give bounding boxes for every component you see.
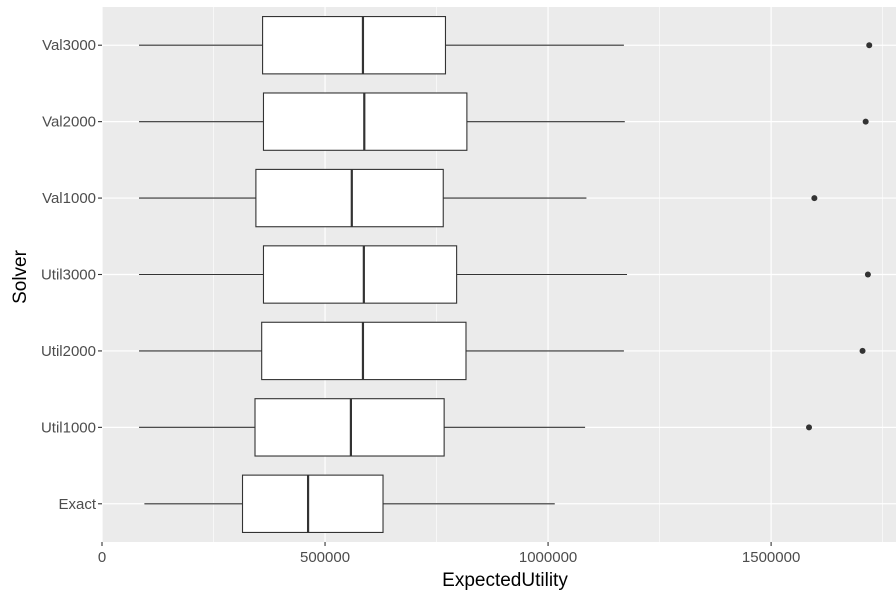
box-iqr bbox=[254, 398, 445, 457]
outlier-point bbox=[806, 424, 813, 431]
x-tick-label: 1500000 bbox=[742, 549, 800, 566]
x-axis: 0 500000 1000000 1500000 bbox=[98, 542, 800, 566]
y-tick-label: Util3000 bbox=[41, 267, 96, 284]
y-tick-label: Util1000 bbox=[41, 419, 96, 436]
x-tick-label: 1000000 bbox=[519, 549, 577, 566]
outlier-point bbox=[864, 271, 871, 278]
outlier-point bbox=[811, 195, 818, 202]
boxes bbox=[139, 16, 873, 533]
y-axis-title: Solver bbox=[10, 249, 31, 304]
box-iqr bbox=[262, 245, 458, 304]
y-tick-label: Val3000 bbox=[42, 37, 96, 54]
y-tick-label: Val1000 bbox=[42, 190, 96, 207]
outlier-point bbox=[862, 118, 869, 125]
box-iqr bbox=[255, 168, 444, 228]
x-tick-label: 500000 bbox=[300, 549, 350, 566]
box-iqr bbox=[241, 474, 384, 533]
y-tick-label: Val2000 bbox=[42, 114, 96, 131]
x-tick-label: 0 bbox=[98, 549, 106, 566]
outlier-point bbox=[859, 347, 866, 354]
y-tick-label: Exact bbox=[58, 496, 96, 513]
y-axis: Val3000 Val2000 Val1000 Util3000 Util2000 Uti… bbox=[41, 37, 102, 513]
outlier-point bbox=[866, 42, 873, 49]
y-tick-label: Util2000 bbox=[41, 343, 96, 360]
x-axis-title: ExpectedUtility bbox=[442, 570, 568, 591]
box-iqr bbox=[262, 16, 447, 75]
